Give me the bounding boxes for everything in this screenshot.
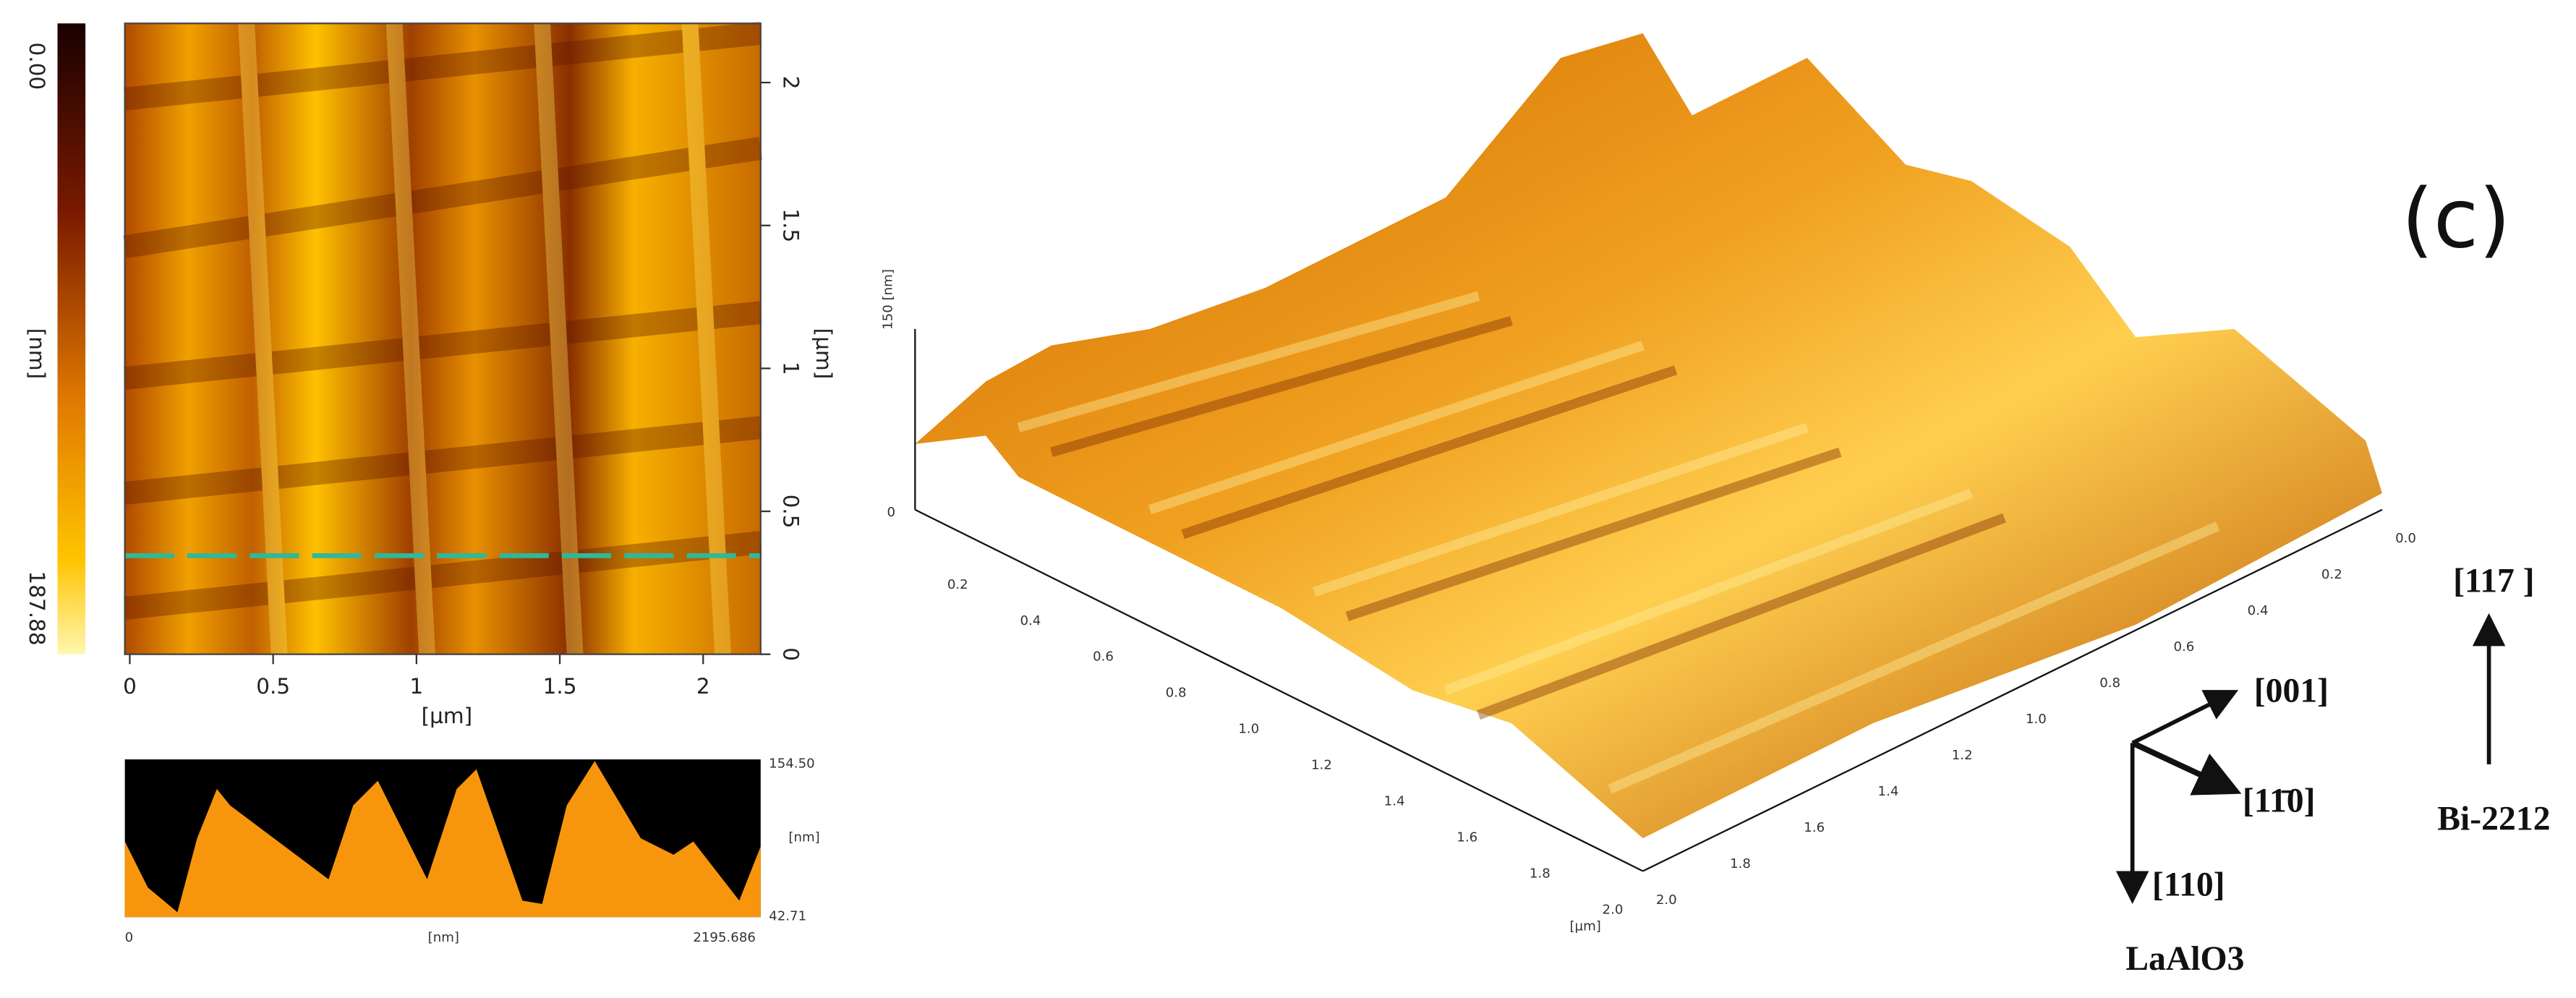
- left-tick-label: 2.0: [1603, 903, 1624, 918]
- x-tick-label: 0.5: [256, 674, 290, 699]
- y-tick-label: 0.5: [779, 495, 803, 529]
- left-axis-label: [µm]: [1569, 918, 1600, 934]
- right-tick-label: 1.8: [1730, 856, 1751, 871]
- left-tick-label: 0.8: [1166, 686, 1187, 701]
- y-tick-label: 1.5: [779, 208, 803, 242]
- arrow: [2131, 740, 2242, 796]
- left-tick-label: 0.2: [947, 577, 968, 592]
- left-tick-label: 1.8: [1530, 866, 1551, 882]
- y-tick-label: 2: [779, 76, 803, 90]
- y-tick-label: 0: [779, 647, 803, 661]
- profile-label: [nm]: [428, 930, 459, 945]
- left-tick-label: 1.6: [1457, 830, 1477, 845]
- profile-label: 154.50: [769, 756, 815, 771]
- colorbar-label: 0.00: [25, 43, 49, 90]
- colorbar-label: 187.88: [25, 571, 49, 645]
- arrow: [2131, 690, 2239, 745]
- y-tick-label: 1: [779, 362, 803, 375]
- left-tick-label: 1.0: [1238, 722, 1259, 737]
- panel-label: (c): [2402, 171, 2511, 266]
- right-tick-label: 1.4: [1878, 784, 1899, 799]
- material-label: Bi-2212: [2437, 800, 2550, 838]
- left-tick-label: 0.6: [1093, 649, 1114, 665]
- direction-label: [117 ]: [2453, 561, 2535, 600]
- afm-surface: [915, 33, 2382, 839]
- x-ticks: 0 0.5 1 1.5 2: [123, 654, 710, 699]
- surface-ridges: [1017, 291, 2220, 794]
- x-tick-label: 0: [123, 674, 137, 699]
- profile-label: 42.71: [769, 909, 806, 924]
- height-profile: [124, 761, 761, 918]
- y-axis-label: [µm]: [811, 328, 836, 380]
- direction-label: [001]: [2254, 672, 2329, 710]
- right-tick-label: 1.2: [1952, 748, 1973, 763]
- right-tick-label: 0.8: [2099, 675, 2120, 691]
- y-ticks: 0 0.5 1 1.5 2: [760, 76, 803, 661]
- right-tick-label: 1.6: [1804, 820, 1825, 835]
- colorbar: [57, 23, 86, 654]
- right-tick-label: 2.0: [1656, 892, 1677, 908]
- direction-label: [11̄0]: [2243, 782, 2316, 820]
- right-axis: [1642, 508, 2383, 872]
- right-ticks: 0.0 0.2 0.4 0.6 0.8 1.0 1.2 1.4 1.6 1.8 2.0: [1656, 531, 2416, 908]
- direction-label: [110]: [2152, 866, 2225, 904]
- left-tick-label: 1.2: [1311, 758, 1332, 773]
- right-tick-label: 0.6: [2173, 639, 2194, 654]
- afm-frame: [124, 22, 762, 655]
- x-tick-label: 2: [696, 674, 710, 699]
- x-axis-label: [µm]: [422, 704, 473, 728]
- z-tick-label: 0: [887, 505, 896, 520]
- left-ticks: 0.2 0.4 0.6 0.8 1.0 1.2 1.4 1.6 1.8 2.0: [947, 577, 1624, 918]
- profile-label: 2195.686: [693, 930, 756, 945]
- material-label: LaAlO3: [2125, 939, 2244, 978]
- right-tick-label: 0.4: [2248, 603, 2269, 618]
- left-tick-label: 0.4: [1020, 613, 1041, 628]
- afm-texture: [123, 22, 763, 655]
- right-tick-label: 0.2: [2321, 567, 2342, 582]
- x-tick-label: 1: [409, 674, 423, 699]
- right-tick-label: 1.0: [2026, 712, 2047, 727]
- left-tick-label: 1.4: [1384, 794, 1405, 809]
- z-axis-label: 150 [nm]: [881, 269, 896, 330]
- afm-image: [124, 23, 761, 654]
- profile-label: [nm]: [788, 830, 819, 845]
- x-tick-label: 1.5: [543, 674, 577, 699]
- colorbar-label: [nm]: [25, 328, 49, 380]
- right-tick-label: 0.0: [2395, 531, 2416, 546]
- left-axis: [914, 508, 1644, 872]
- profile-label: 0: [125, 930, 134, 945]
